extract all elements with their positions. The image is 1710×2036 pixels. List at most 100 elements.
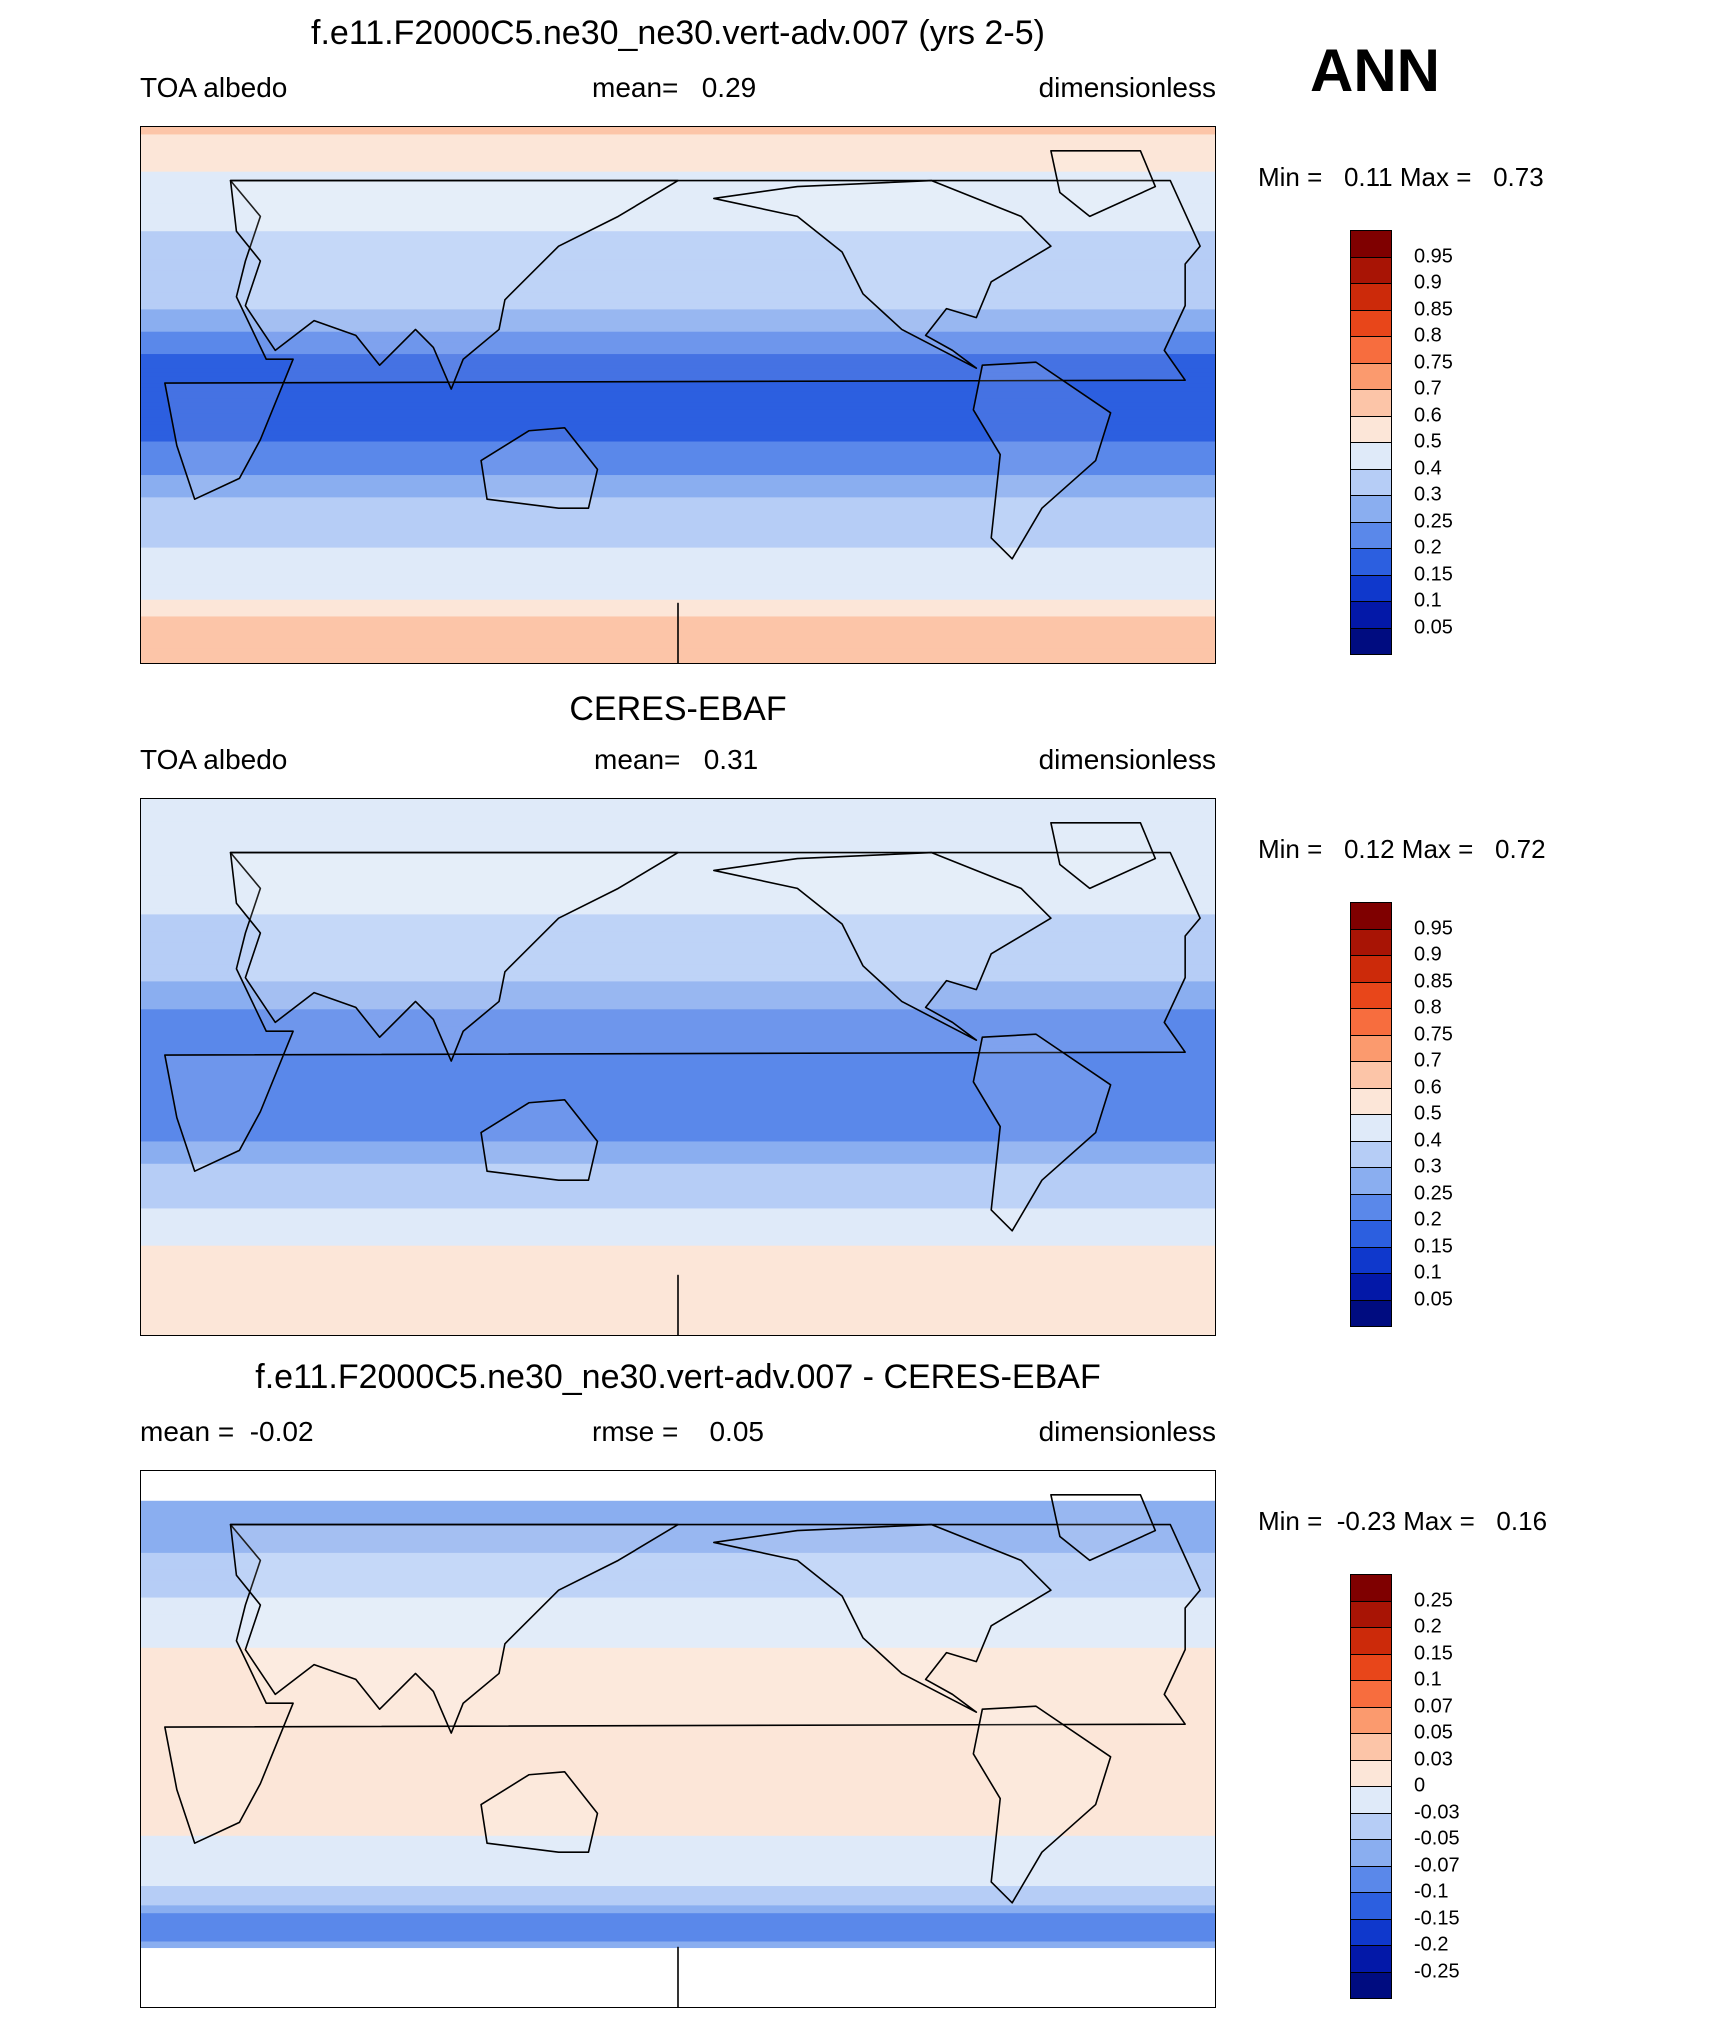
contour-band xyxy=(141,192,1215,199)
contour-band xyxy=(141,264,1215,271)
contour-band xyxy=(141,903,1215,910)
season-label: ANN xyxy=(1310,37,1440,104)
contour-band xyxy=(141,1869,1215,1876)
contour-band xyxy=(141,435,1215,443)
panel-3-mean: mean = -0.02 xyxy=(140,1416,314,1447)
contour-band xyxy=(141,1625,1215,1632)
contour-band xyxy=(141,519,1215,526)
colorbar-swatch xyxy=(1350,468,1392,496)
contour-band xyxy=(141,998,1215,1005)
contour-band xyxy=(141,326,1215,333)
contour-band xyxy=(141,320,1215,327)
panel-3-rmse: rmse = 0.05 xyxy=(592,1416,764,1447)
contour-band xyxy=(141,1580,1215,1587)
contour-band xyxy=(141,424,1215,431)
contour-band xyxy=(141,1202,1215,1210)
panel-2-map xyxy=(140,798,1216,1336)
contour-band xyxy=(141,1750,1215,1755)
contour-band xyxy=(141,1575,1215,1582)
contour-band xyxy=(141,395,1215,400)
colorbar-tick-label: -0.1 xyxy=(1414,1880,1449,1903)
colorbar-tick-label: -0.05 xyxy=(1414,1827,1460,1850)
colorbar-swatch xyxy=(1350,336,1392,364)
contour-band xyxy=(141,553,1215,560)
colorbar-swatch xyxy=(1350,1627,1392,1655)
contour-band xyxy=(141,365,1215,370)
contour-band xyxy=(141,1504,1215,1509)
contour-band xyxy=(141,1941,1215,1946)
contour-band xyxy=(141,970,1215,977)
contour-band xyxy=(141,1753,1215,1759)
panel-2-variable: TOA albedo xyxy=(140,744,288,775)
europe-africa-coastline xyxy=(164,1523,1201,1845)
contour-band xyxy=(141,964,1215,971)
contour-band xyxy=(141,1113,1215,1120)
colorbar-tick-label: 0.1 xyxy=(1414,1668,1442,1691)
colorbar-tick-label: 0.25 xyxy=(1414,1182,1453,1204)
contour-band xyxy=(141,1619,1215,1627)
contour-band xyxy=(141,1727,1215,1733)
panel-3-map xyxy=(140,1470,1216,2008)
contour-band xyxy=(141,806,1215,815)
contour-band xyxy=(141,287,1215,294)
contour-band xyxy=(141,530,1215,538)
colorbar-tick-label: 0.05 xyxy=(1414,1288,1453,1310)
contour-band xyxy=(141,1731,1215,1736)
contour-band xyxy=(141,1913,1215,1917)
colorbar-swatch xyxy=(1350,601,1392,629)
colorbar-tick-label: 0.2 xyxy=(1414,1208,1442,1231)
colorbar-tick-label: 0.3 xyxy=(1414,1155,1442,1178)
greenland-coastline xyxy=(1050,150,1157,218)
colorbar-tick-label: 0 xyxy=(1414,1774,1426,1797)
australia-coastline xyxy=(480,1770,599,1853)
contour-band xyxy=(141,236,1215,243)
colorbar-swatch xyxy=(1350,1892,1392,1920)
contour-band xyxy=(141,1085,1215,1090)
contour-band xyxy=(141,149,1215,158)
colorbar-swatch xyxy=(1350,1140,1392,1168)
contour-band xyxy=(141,348,1215,355)
contour-band xyxy=(141,914,1215,921)
contour-band xyxy=(141,413,1215,418)
contour-band xyxy=(141,298,1215,305)
contour-band xyxy=(141,1874,1215,1882)
north-america-coastline xyxy=(713,179,1052,369)
contour-band xyxy=(141,1197,1215,1204)
contour-band xyxy=(141,1886,1215,1893)
contour-band xyxy=(141,1902,1215,1906)
coastlines xyxy=(164,150,1201,663)
contour-band xyxy=(141,1241,1215,1247)
contour-band xyxy=(141,259,1215,266)
south-america-coastline xyxy=(972,361,1112,560)
contour-band xyxy=(141,387,1215,392)
contour-band xyxy=(141,1591,1215,1599)
south-america-coastline xyxy=(972,1705,1112,1904)
contour-band xyxy=(141,1238,1215,1243)
contour-band xyxy=(141,836,1215,845)
colorbar-tick-label: 0.15 xyxy=(1414,1642,1453,1664)
contour-band xyxy=(141,1765,1215,1770)
panel-1-map xyxy=(140,126,1216,664)
contour-band xyxy=(141,1059,1215,1064)
colorbar-tick-label: 0.15 xyxy=(1414,1235,1453,1257)
colorbar-swatch xyxy=(1350,1273,1392,1301)
colorbar-swatch xyxy=(1350,548,1392,576)
contour-band xyxy=(141,1675,1215,1682)
contour-band xyxy=(141,1511,1215,1517)
contour-band xyxy=(141,1746,1215,1751)
contour-band xyxy=(141,947,1215,955)
colorbar-swatch xyxy=(1350,1193,1392,1221)
contour-band xyxy=(141,1761,1215,1766)
contour-band xyxy=(141,1174,1215,1182)
contour-band xyxy=(141,309,1215,316)
contour-band xyxy=(141,1552,1215,1560)
colorbar-swatch xyxy=(1350,1865,1392,1893)
colorbar-swatch xyxy=(1350,902,1392,930)
colorbar-tick-label: 0.85 xyxy=(1414,970,1453,992)
contour-band xyxy=(141,1519,1215,1524)
contour-band xyxy=(141,1163,1215,1170)
contour-band xyxy=(141,417,1215,422)
contour-band xyxy=(141,1014,1215,1022)
contour-band xyxy=(141,1003,1215,1010)
contour-band xyxy=(141,1547,1215,1554)
